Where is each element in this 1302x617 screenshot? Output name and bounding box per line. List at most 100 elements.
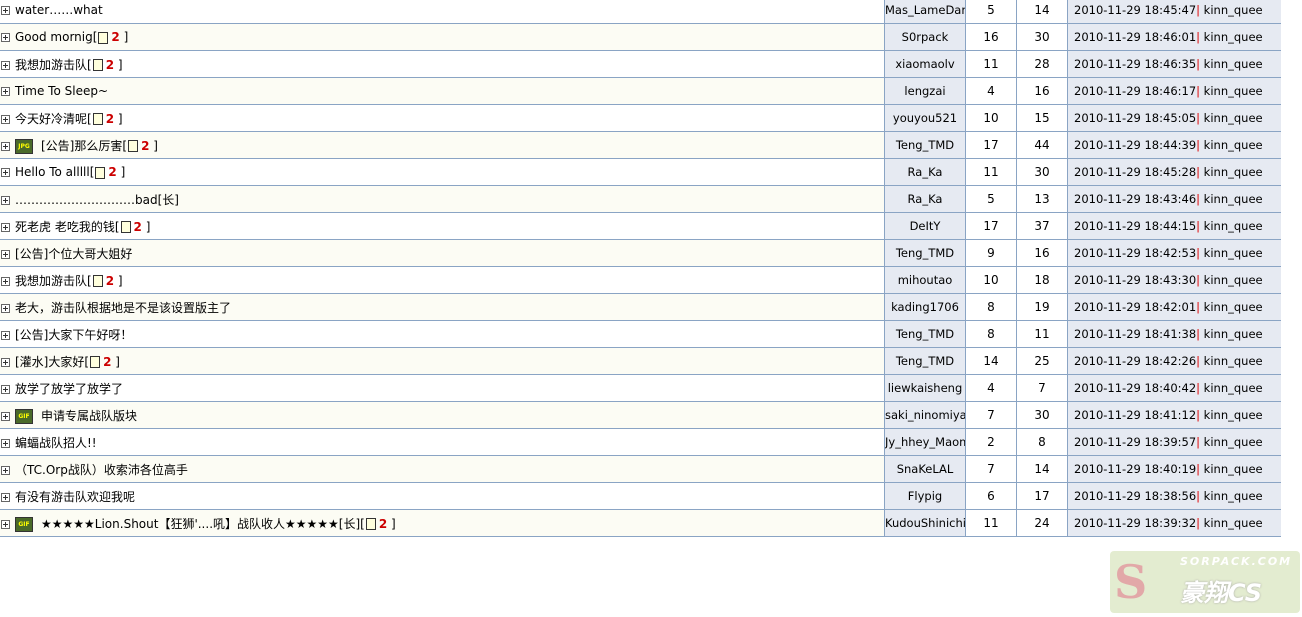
last-post-user[interactable]: kinn_quee [1203, 138, 1263, 152]
last-post-user[interactable]: kinn_quee [1203, 381, 1263, 395]
last-post-time[interactable]: 2010-11-29 18:40:42 [1074, 381, 1197, 395]
last-post-time[interactable]: 2010-11-29 18:42:53 [1074, 246, 1197, 260]
thread-title-link[interactable]: Time To Sleep~ [15, 84, 109, 98]
thread-title-link[interactable]: …………………………bad[长] [15, 192, 179, 207]
last-post-time[interactable]: 2010-11-29 18:43:30 [1074, 273, 1197, 287]
last-post-user[interactable]: kinn_quee [1203, 165, 1263, 179]
thread-title-link[interactable]: [灌水]大家好 [15, 354, 85, 369]
last-post-user[interactable]: kinn_quee [1203, 3, 1263, 17]
expand-icon[interactable] [1, 195, 10, 205]
last-post-time[interactable]: 2010-11-29 18:41:12 [1074, 408, 1197, 422]
last-post-user[interactable]: kinn_quee [1203, 300, 1263, 314]
expand-icon[interactable] [1, 6, 10, 15]
thread-title-link[interactable]: Good mornig [15, 30, 93, 44]
thread-title-link[interactable]: 我想加游击队 [15, 273, 88, 288]
last-post-time[interactable]: 2010-11-29 18:44:39 [1074, 138, 1197, 152]
author-link[interactable]: kading1706 [884, 293, 966, 321]
author-link[interactable]: DeItY [884, 212, 966, 240]
author-link[interactable]: Teng_TMD [884, 131, 966, 159]
last-post-user[interactable]: kinn_quee [1203, 462, 1263, 476]
expand-icon[interactable] [1, 276, 10, 286]
author-link[interactable]: SnaKeLAL [884, 455, 966, 483]
last-post-time[interactable]: 2010-11-29 18:45:47 [1074, 3, 1197, 17]
page-link[interactable]: 2 [108, 165, 117, 179]
thread-title-link[interactable]: [公告]大家下午好呀！ [15, 327, 133, 342]
last-post-time[interactable]: 2010-11-29 18:42:26 [1074, 354, 1197, 368]
last-post-time[interactable]: 2010-11-29 18:39:32 [1074, 516, 1197, 530]
page-link[interactable]: 2 [111, 30, 120, 44]
expand-icon[interactable] [1, 87, 10, 96]
page-link[interactable]: 2 [133, 219, 142, 234]
thread-title-link[interactable]: 死老虎 老吃我的钱 [15, 219, 115, 234]
author-link[interactable]: Ra_Ka [884, 158, 966, 186]
last-post-time[interactable]: 2010-11-29 18:46:01 [1074, 30, 1197, 44]
last-post-time[interactable]: 2010-11-29 18:39:57 [1074, 435, 1197, 449]
author-link[interactable]: Teng_TMD [884, 320, 966, 348]
expand-icon[interactable] [1, 492, 10, 502]
page-link[interactable]: 2 [103, 354, 112, 369]
author-link[interactable]: liewkaisheng [884, 374, 966, 402]
page-link[interactable]: 2 [105, 57, 115, 72]
thread-title-link[interactable]: [公告]个位大哥大姐好 [15, 246, 133, 261]
author-link[interactable]: Ra_Ka [884, 185, 966, 213]
last-post-time[interactable]: 2010-11-29 18:41:38 [1074, 327, 1197, 341]
author-link[interactable]: saki_ninomiya [884, 401, 966, 429]
thread-title-link[interactable]: Hello To alllll [15, 165, 90, 179]
author-link[interactable]: Teng_TMD [884, 347, 966, 375]
author-link[interactable]: KudouShinichi [884, 509, 966, 537]
last-post-user[interactable]: kinn_quee [1203, 273, 1263, 287]
last-post-time[interactable]: 2010-11-29 18:45:28 [1074, 165, 1197, 179]
last-post-user[interactable]: kinn_quee [1203, 435, 1263, 449]
expand-icon[interactable] [1, 114, 10, 124]
page-link[interactable]: 2 [105, 111, 115, 126]
thread-title-link[interactable]: 有没有游击队欢迎我呢 [15, 489, 136, 504]
author-link[interactable]: Flypig [884, 482, 966, 510]
last-post-user[interactable]: kinn_quee [1203, 192, 1263, 206]
last-post-time[interactable]: 2010-11-29 18:40:19 [1074, 462, 1197, 476]
expand-icon[interactable] [1, 357, 10, 367]
last-post-time[interactable]: 2010-11-29 18:44:15 [1074, 219, 1197, 233]
last-post-time[interactable]: 2010-11-29 18:38:56 [1074, 489, 1197, 503]
thread-title-link[interactable]: [公告]那么厉害 [41, 138, 123, 153]
author-link[interactable]: lengzai [884, 77, 966, 105]
last-post-user[interactable]: kinn_quee [1203, 84, 1263, 98]
last-post-user[interactable]: kinn_quee [1203, 246, 1263, 260]
thread-title-link[interactable]: 老大，游击队根据地是不是该设置版主了 [15, 300, 232, 315]
last-post-time[interactable]: 2010-11-29 18:46:17 [1074, 84, 1197, 98]
expand-icon[interactable] [1, 411, 10, 421]
last-post-time[interactable]: 2010-11-29 18:45:05 [1074, 111, 1197, 125]
author-link[interactable]: S0rpack [884, 23, 966, 51]
author-link[interactable]: Jy_hhey_Maom [884, 428, 966, 456]
expand-icon[interactable] [1, 222, 10, 232]
thread-title-link[interactable]: 申请专属战队版块 [41, 408, 138, 423]
thread-title-link[interactable]: ★★★★★Lion.Shout【狂狮'....吼】战队收人★★★★★[长] [41, 516, 361, 531]
expand-icon[interactable] [1, 303, 10, 313]
page-link[interactable]: 2 [141, 138, 150, 153]
page-link[interactable]: 2 [378, 516, 388, 531]
thread-title-link[interactable]: 蝙蝠战队招人!! [15, 435, 97, 450]
expand-icon[interactable] [1, 33, 10, 42]
expand-icon[interactable] [1, 465, 10, 475]
thread-title-link[interactable]: water……what [15, 3, 103, 17]
expand-icon[interactable] [1, 249, 10, 259]
author-link[interactable]: Teng_TMD [884, 239, 966, 267]
expand-icon[interactable] [1, 60, 10, 70]
thread-title-link[interactable]: 放学了放学了放学了 [15, 381, 124, 396]
last-post-time[interactable]: 2010-11-29 18:46:35 [1074, 57, 1197, 71]
last-post-time[interactable]: 2010-11-29 18:42:01 [1074, 300, 1197, 314]
last-post-user[interactable]: kinn_quee [1203, 516, 1263, 530]
last-post-time[interactable]: 2010-11-29 18:43:46 [1074, 192, 1197, 206]
expand-icon[interactable] [1, 384, 10, 394]
author-link[interactable]: youyou521 [884, 104, 966, 132]
last-post-user[interactable]: kinn_quee [1203, 219, 1263, 233]
expand-icon[interactable] [1, 330, 10, 340]
author-link[interactable]: mihoutao [884, 266, 966, 294]
last-post-user[interactable]: kinn_quee [1203, 111, 1263, 125]
expand-icon[interactable] [1, 141, 10, 151]
last-post-user[interactable]: kinn_quee [1203, 57, 1263, 71]
expand-icon[interactable] [1, 168, 10, 177]
expand-icon[interactable] [1, 519, 10, 529]
author-link[interactable]: Mas_LameDant [884, 0, 966, 24]
expand-icon[interactable] [1, 438, 10, 448]
thread-title-link[interactable]: （TC.Orp战队）收索沛各位高手 [15, 462, 188, 477]
